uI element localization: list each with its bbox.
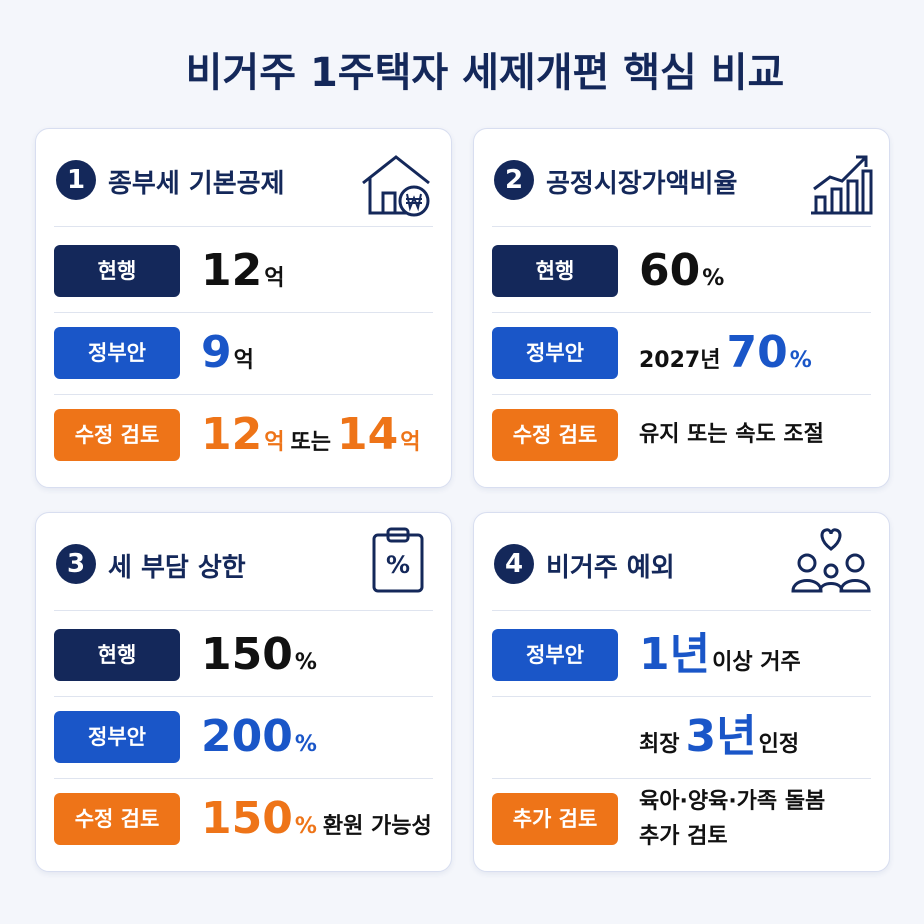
value-text: 150 — [201, 629, 293, 680]
row-value: 2027년 70% — [639, 328, 818, 387]
value-text: % — [702, 266, 725, 291]
value-text: 12 — [201, 245, 263, 296]
badge: 정부안 — [54, 327, 180, 379]
value-line: 최장 3년인정 — [639, 712, 805, 771]
card-title: 공정시장가액비율 — [546, 169, 738, 199]
badge: 추가 검토 — [492, 793, 618, 845]
card-title: 종부세 기본공제 — [108, 169, 285, 199]
value-text: 억 — [233, 348, 254, 373]
row-value: 200% — [201, 712, 323, 771]
chart-icon — [811, 155, 873, 215]
badge: 정부안 — [492, 327, 618, 379]
value-text: 육아·양육·가족 돌봄 — [639, 789, 826, 814]
value-text: 인정 — [758, 732, 800, 757]
value-text: 환원 가능성 — [322, 814, 432, 839]
value-text: % — [294, 650, 317, 675]
people-icon — [791, 528, 871, 593]
value-text: % — [294, 814, 317, 839]
divider — [492, 312, 871, 313]
value-line: 150% — [201, 630, 323, 689]
row-value: 9억 — [201, 328, 260, 387]
value-line: 200% — [201, 712, 323, 771]
row-value: 150% — [201, 630, 323, 689]
badge: 정부안 — [492, 629, 618, 681]
clipboard-icon: % — [372, 527, 424, 593]
divider — [54, 312, 433, 313]
value-text: 70 — [726, 327, 788, 378]
row-value: 최장 3년인정 — [639, 712, 805, 771]
card-number: 3 — [56, 544, 96, 584]
divider — [492, 394, 871, 395]
page-title: 비거주 1주택자 세제개편 핵심 비교 — [185, 50, 785, 96]
value-text: 유지 또는 속도 조절 — [639, 422, 824, 447]
badge: 현행 — [54, 629, 180, 681]
svg-text:%: % — [386, 551, 410, 579]
divider — [492, 696, 871, 697]
divider — [492, 226, 871, 227]
badge: 현행 — [492, 245, 618, 297]
value-text: % — [294, 732, 317, 757]
value-text: 억 — [264, 266, 285, 291]
divider — [54, 778, 433, 779]
row-value: 12억 — [201, 246, 290, 305]
card-number: 1 — [56, 160, 96, 200]
value-text: 150 — [201, 793, 293, 844]
card: 1 종부세 기본공제 현행 12억 정부안 9억 수정 검토 12억 또는 14억 — [35, 128, 452, 488]
value-text: 3년 — [685, 711, 757, 762]
value-text: 또는 — [290, 430, 331, 455]
value-line: 9억 — [201, 328, 260, 387]
row-value: 60% — [639, 246, 730, 305]
value-line: 2027년 70% — [639, 328, 818, 387]
divider — [54, 696, 433, 697]
divider — [492, 778, 871, 779]
value-text: 억 — [264, 430, 285, 455]
value-line: 추가 검토 — [639, 820, 831, 855]
row-value: 150% 환원 가능성 — [201, 794, 438, 853]
value-text: 1년 — [639, 629, 711, 680]
value-text: 추가 검토 — [639, 824, 728, 849]
value-text: 이상 거주 — [712, 650, 801, 675]
badge: 현행 — [54, 245, 180, 297]
house-icon — [362, 155, 430, 217]
value-line: 12억 또는 14억 — [201, 410, 426, 469]
value-line: 유지 또는 속도 조절 — [639, 410, 830, 461]
card-number: 2 — [494, 160, 534, 200]
card-title: 비거주 예외 — [546, 553, 675, 583]
value-line: 1년이상 거주 — [639, 630, 807, 689]
value-line: 육아·양육·가족 돌봄 — [639, 785, 831, 820]
value-text: 억 — [400, 430, 421, 455]
card-number: 4 — [494, 544, 534, 584]
value-text: 2027년 — [639, 348, 721, 373]
row-value: 12억 또는 14억 — [201, 410, 426, 469]
divider — [54, 226, 433, 227]
value-text: 14 — [336, 409, 399, 460]
row-value: 1년이상 거주 — [639, 630, 807, 689]
value-text: 9 — [201, 327, 232, 378]
card-title: 세 부담 상한 — [108, 553, 246, 583]
divider — [54, 394, 433, 395]
value-text: 60 — [639, 245, 701, 296]
badge: 수정 검토 — [54, 409, 180, 461]
divider — [54, 610, 433, 611]
value-line: 12억 — [201, 246, 290, 305]
value-text: % — [789, 348, 812, 373]
badge: 정부안 — [54, 711, 180, 763]
value-line: 150% 환원 가능성 — [201, 794, 438, 853]
badge: 수정 검토 — [492, 409, 618, 461]
row-value: 유지 또는 속도 조절 — [639, 418, 830, 461]
card: 4 비거주 예외 정부안 1년이상 거주 최장 3년인정 추가 검토 육아·양육·가족 돌봄 추… — [473, 512, 890, 872]
badge: 수정 검토 — [54, 793, 180, 845]
value-text: 최장 — [639, 732, 680, 757]
divider — [492, 610, 871, 611]
value-text: 12 — [201, 409, 263, 460]
value-text: 200 — [201, 711, 293, 762]
value-line: 60% — [639, 246, 730, 305]
